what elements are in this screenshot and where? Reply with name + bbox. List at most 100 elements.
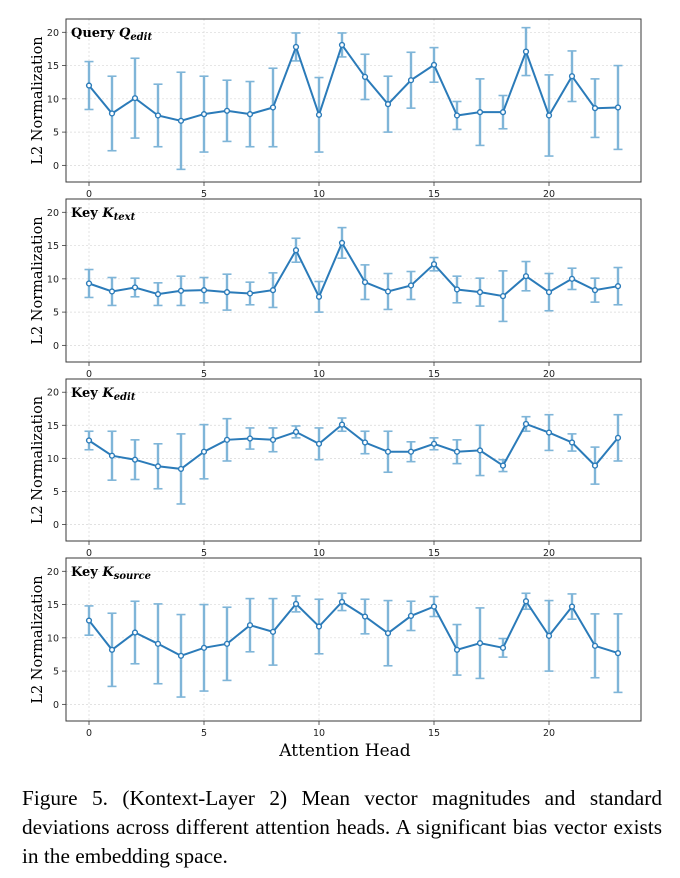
data-point: [499, 293, 507, 300]
data-point: [430, 261, 438, 268]
panel-title-word: Key: [71, 565, 102, 580]
panel-title: Query Qedit: [71, 26, 152, 43]
data-point: [131, 629, 139, 636]
data-point: [223, 436, 231, 443]
data-point: [200, 111, 208, 118]
x-tick-label: 15: [428, 189, 440, 200]
panel-title-subscript: edit: [114, 392, 136, 403]
y-axis-label: L2 Normalization: [30, 396, 46, 524]
panel-title-word: Key: [71, 206, 102, 221]
x-tick-label: 5: [201, 548, 207, 559]
x-tick-label: 10: [313, 728, 325, 739]
data-point: [522, 48, 530, 55]
data-point: [453, 448, 461, 455]
y-tick-label: 0: [53, 341, 59, 352]
data-point: [476, 109, 484, 116]
data-point: [85, 280, 93, 287]
data-point: [292, 600, 300, 608]
data-point: [361, 73, 369, 80]
data-point: [108, 646, 116, 653]
x-tick-label: 0: [86, 548, 92, 559]
data-point: [614, 650, 622, 657]
data-point: [338, 598, 346, 606]
series-line: [88, 599, 619, 657]
panel-title-word: Query: [71, 26, 119, 41]
data-point: [269, 628, 277, 635]
data-point: [499, 109, 507, 116]
data-point: [361, 613, 369, 620]
plot-frame: [65, 198, 642, 363]
data-point: [154, 463, 162, 470]
data-point: [200, 448, 208, 455]
data-point: [223, 289, 231, 296]
x-tick-label: 20: [543, 548, 555, 559]
data-point: [269, 436, 277, 443]
panel-title-symbol: K: [101, 206, 114, 221]
data-point: [522, 598, 530, 605]
y-tick-label: 15: [47, 421, 59, 432]
y-axis-label: L2 Normalization: [30, 216, 46, 344]
data-point: [154, 291, 162, 298]
data-point: [315, 293, 323, 300]
y-tick-label: 15: [47, 600, 59, 611]
series-line: [88, 240, 619, 300]
data-point: [384, 630, 392, 637]
data-point: [568, 439, 576, 446]
panel-title-subscript: edit: [130, 32, 152, 43]
data-point: [545, 112, 553, 119]
data-point: [522, 273, 530, 280]
x-tick-label: 10: [313, 369, 325, 380]
data-point: [499, 644, 507, 651]
data-point: [246, 435, 254, 442]
y-tick-label: 5: [53, 487, 59, 498]
data-point: [407, 448, 415, 455]
y-tick-label: 20: [47, 567, 59, 578]
data-point: [430, 603, 438, 610]
x-tick-label: 20: [543, 369, 555, 380]
panel-title-symbol: Q: [119, 26, 131, 41]
plot-frame: [65, 557, 642, 722]
data-point: [384, 288, 392, 295]
x-tick-label: 15: [428, 369, 440, 380]
x-tick-label: 15: [428, 728, 440, 739]
data-point: [223, 107, 231, 114]
x-axis-label: Attention Head: [278, 741, 411, 761]
data-point: [246, 622, 254, 629]
data-point: [85, 617, 93, 624]
panel-title-word: Key: [71, 386, 102, 401]
data-point: [246, 111, 254, 118]
data-point: [568, 73, 576, 80]
x-tick-label: 5: [201, 189, 207, 200]
data-point: [430, 440, 438, 447]
data-point: [315, 440, 323, 447]
panel-title-subscript: source: [114, 571, 151, 582]
data-point: [292, 247, 300, 254]
data-point: [384, 448, 392, 455]
panel-title: Key Ktext: [71, 206, 136, 223]
y-tick-label: 20: [47, 388, 59, 399]
data-point: [614, 104, 622, 111]
y-axis-label: L2 Normalization: [30, 575, 46, 703]
series-line: [88, 42, 619, 122]
data-point: [476, 640, 484, 647]
panel-title: Key Ksource: [71, 565, 151, 582]
data-point: [407, 282, 415, 289]
data-point: [614, 283, 622, 290]
data-point: [315, 623, 323, 630]
data-point: [177, 652, 185, 659]
x-tick-label: 5: [201, 369, 207, 380]
data-point: [453, 112, 461, 119]
data-point: [568, 603, 576, 610]
series-line: [88, 422, 619, 470]
data-point: [338, 421, 346, 428]
data-point: [131, 95, 139, 102]
y-tick-label: 20: [47, 28, 59, 39]
y-tick-label: 10: [47, 94, 59, 105]
data-point: [591, 642, 599, 649]
data-point: [338, 239, 346, 247]
x-tick-label: 0: [86, 728, 92, 739]
